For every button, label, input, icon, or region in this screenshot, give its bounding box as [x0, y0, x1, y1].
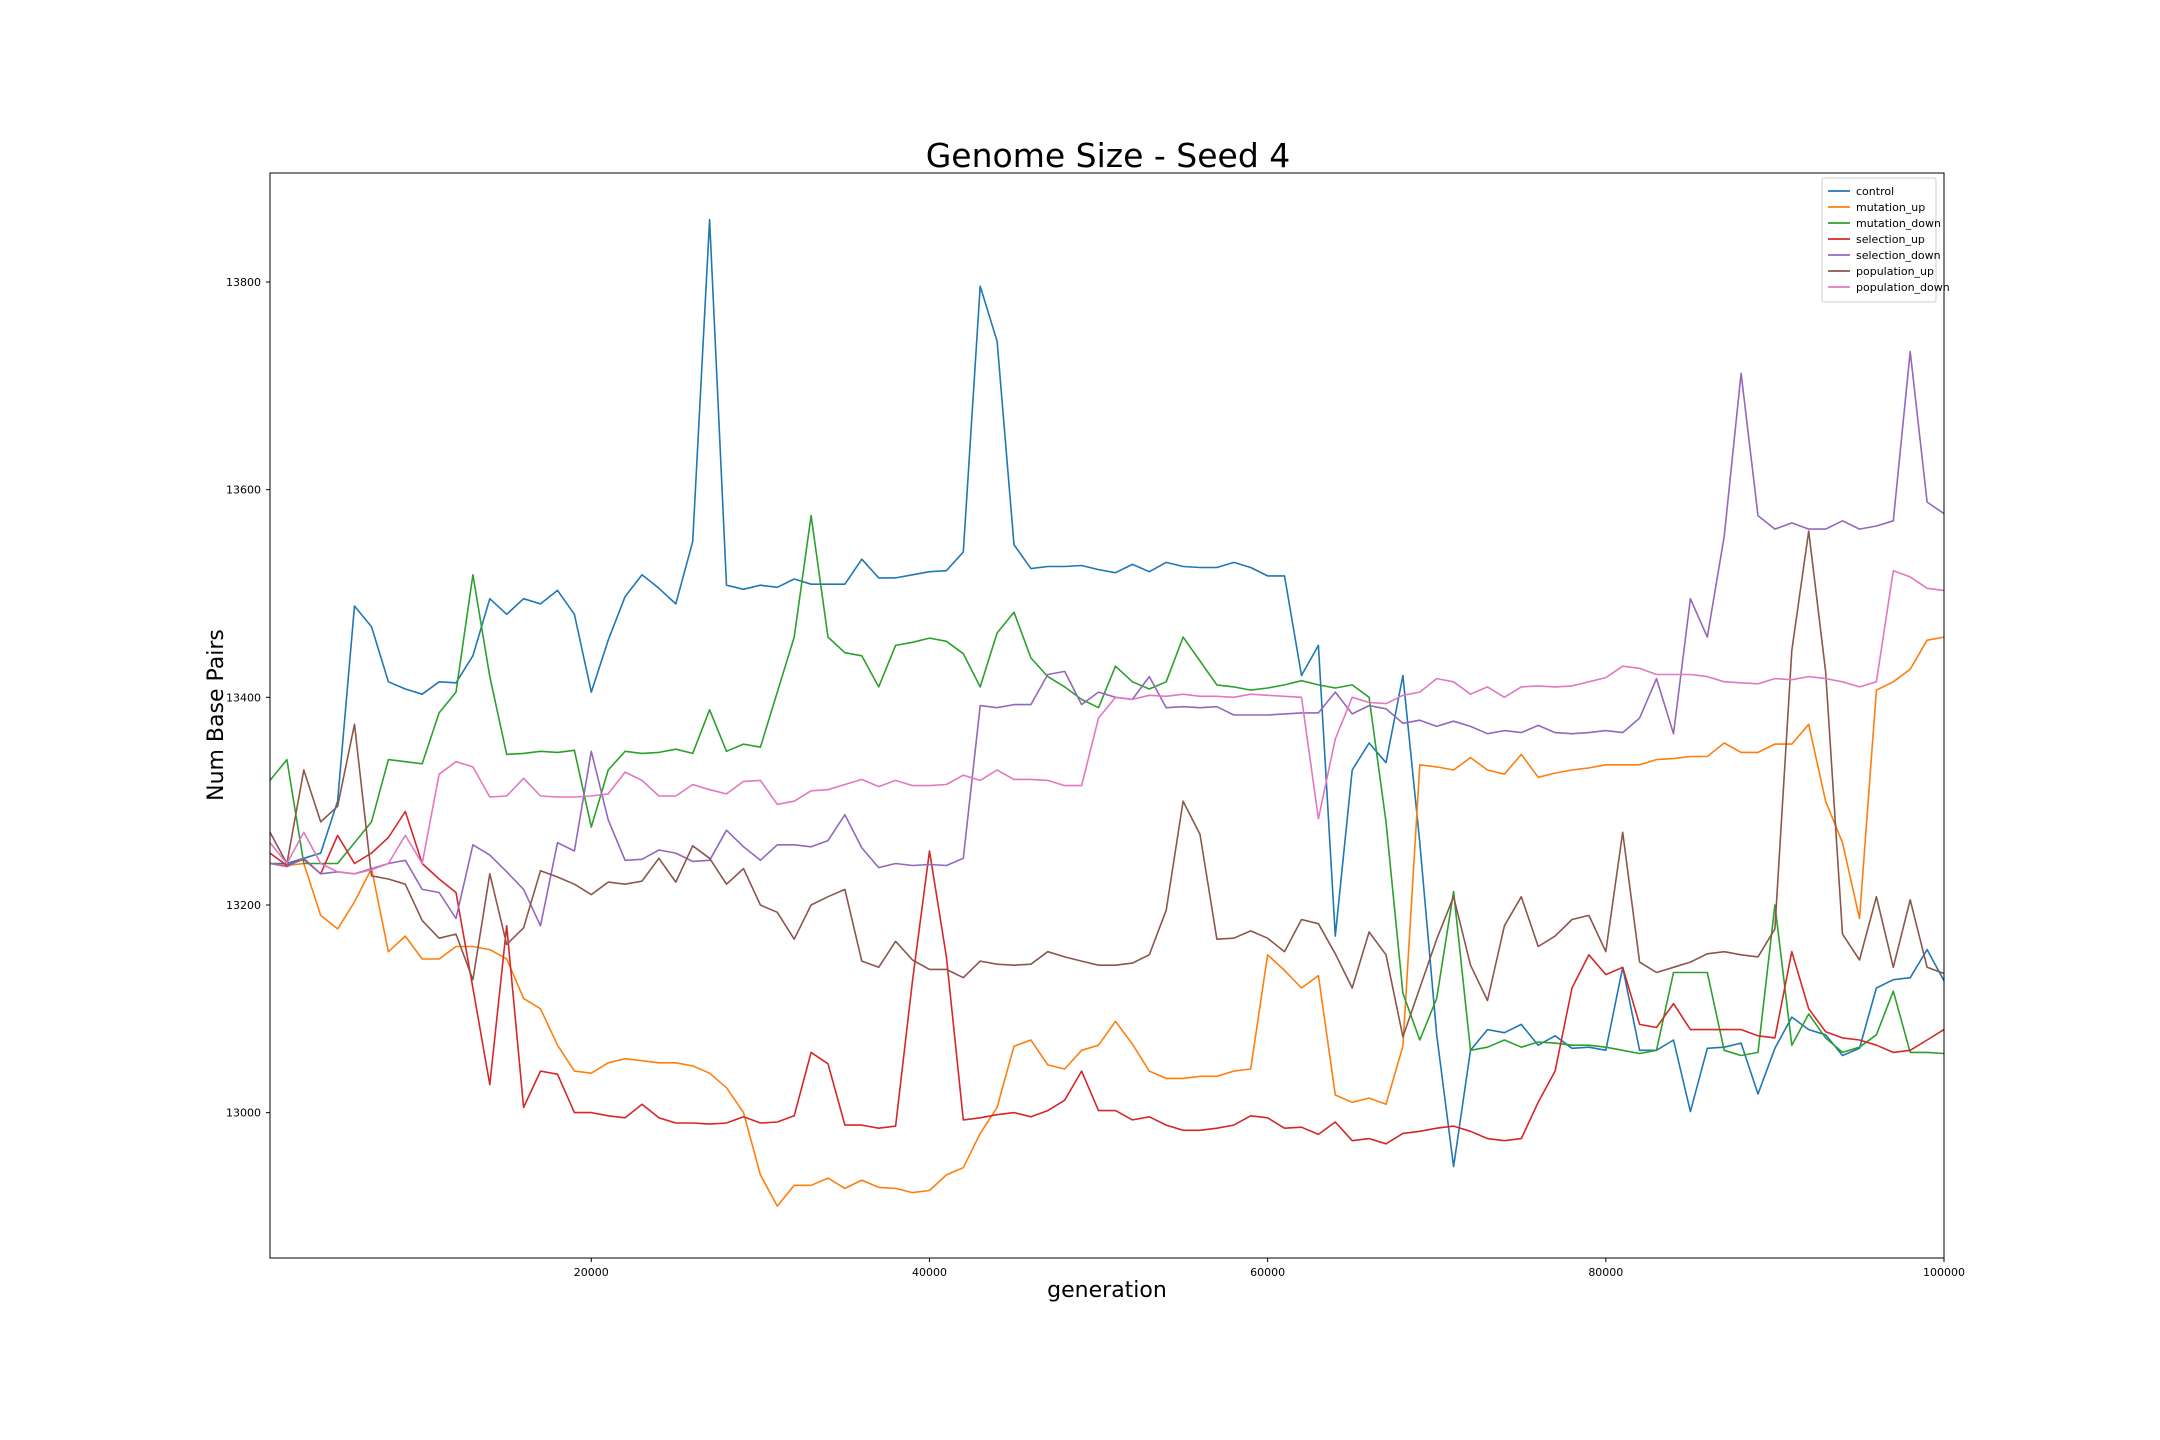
legend-box — [1821, 177, 1937, 303]
plot-frame — [269, 172, 1945, 1259]
x-tick-label: 80000 — [1588, 1266, 1623, 1279]
series-line-mutation-up — [269, 636, 1945, 1207]
y-tick-label: 13600 — [226, 484, 261, 497]
y-axis-label: Num Base Pairs — [204, 629, 229, 801]
y-tick-label: 13200 — [226, 899, 261, 912]
x-tick-label: 100000 — [1923, 1266, 1965, 1279]
legend-label: selection_up — [1856, 233, 1925, 246]
x-tick-label: 40000 — [912, 1266, 947, 1279]
series-layer — [269, 218, 1945, 1207]
series-line-mutation-down — [269, 514, 1945, 1057]
series-line-selection-down — [269, 350, 1945, 927]
series-line-population-up — [269, 530, 1945, 1038]
x-tick-label: 20000 — [574, 1266, 609, 1279]
y-axis: 13000 13200 13400 13600 13800 — [226, 276, 270, 1120]
legend-label: population_down — [1856, 281, 1950, 294]
x-tick-label: 60000 — [1250, 1266, 1285, 1279]
legend: control mutation_up mutation_down selection… — [1821, 177, 1950, 303]
y-tick-label: 13000 — [226, 1107, 261, 1120]
x-axis-label: generation — [1047, 1278, 1167, 1303]
y-tick-label: 13400 — [226, 691, 261, 704]
legend-label: mutation_up — [1856, 201, 1925, 214]
y-tick-label: 13800 — [226, 276, 261, 289]
x-axis: 20000 40000 60000 80000 100000 — [574, 1258, 1965, 1279]
legend-label: control — [1856, 185, 1894, 198]
legend-label: selection_down — [1856, 249, 1941, 262]
legend-label: mutation_down — [1856, 217, 1941, 230]
legend-label: population_up — [1856, 265, 1934, 278]
series-line-population-down — [269, 569, 1945, 875]
chart-title: Genome Size - Seed 4 — [926, 136, 1291, 175]
series-line-selection-up — [269, 810, 1945, 1145]
series-line-control — [270, 218, 1945, 1168]
